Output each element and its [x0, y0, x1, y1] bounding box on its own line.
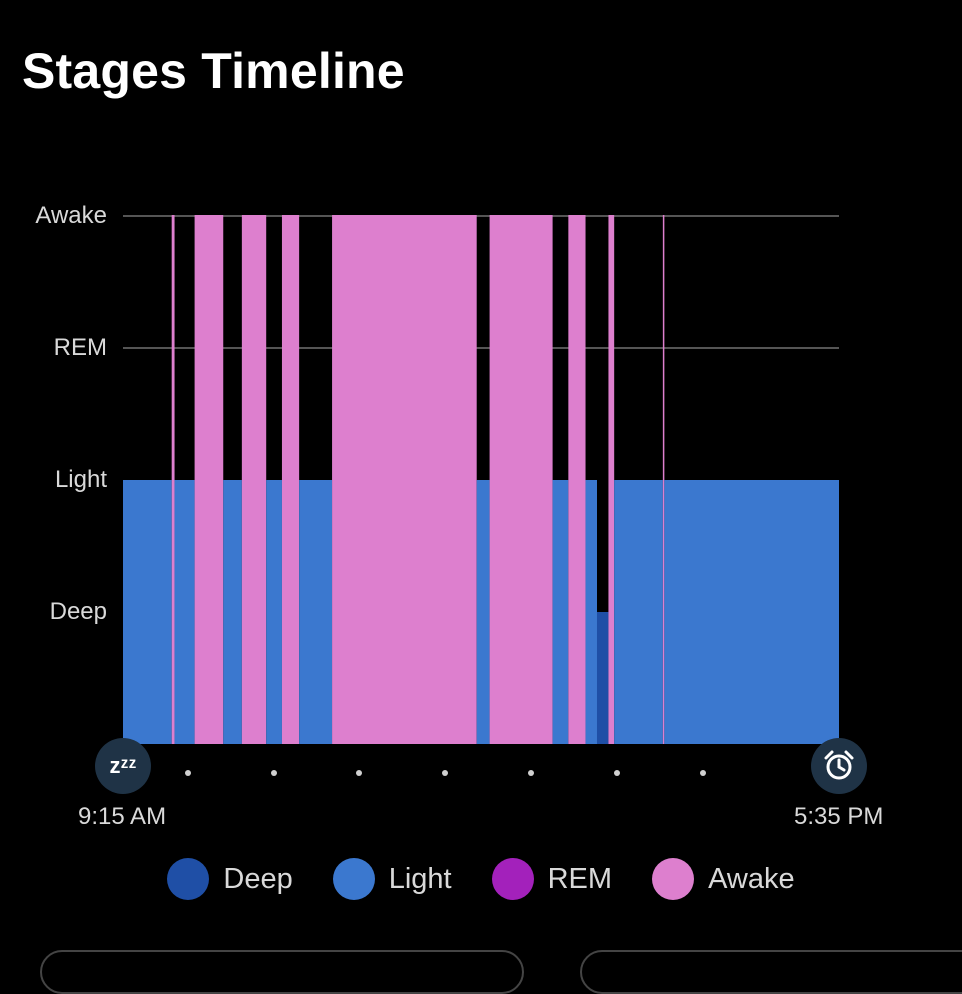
legend-item-awake: Awake [652, 858, 795, 900]
start-time-label: 9:15 AM [78, 803, 167, 830]
stage-segment-awake [662, 215, 665, 744]
time-tick-dot [356, 770, 362, 776]
legend-label-deep: Deep [223, 862, 293, 895]
legend-swatch-awake [652, 858, 695, 900]
stage-segment-light [614, 480, 663, 744]
stage-segment-light [585, 480, 597, 744]
y-label-rem: REM [53, 334, 107, 361]
legend-label-awake: Awake [708, 862, 795, 895]
zzz-icon: zᶻᶻ [109, 753, 137, 778]
time-tick-dot [528, 770, 534, 776]
legend-label-rem: REM [547, 862, 613, 895]
stage-segment-awake [241, 215, 267, 744]
stage-segment-awake [608, 215, 615, 744]
stage-segment-awake [568, 215, 586, 744]
end-time-label: 5:35 PM [794, 803, 884, 830]
stages-chart [123, 215, 839, 744]
summary-card-right[interactable] [580, 950, 962, 994]
stage-segment-light [476, 480, 490, 744]
time-tick-dot [271, 770, 277, 776]
time-tick-dot [614, 770, 620, 776]
legend-item-rem: REM [491, 858, 613, 900]
stage-segment-awake [281, 215, 300, 744]
sleep-start-icon: zᶻᶻ [95, 738, 151, 794]
alarm-clock-icon [824, 750, 854, 780]
stage-segment-light [223, 480, 242, 744]
legend-swatch-rem [491, 858, 534, 900]
stage-segment-light [664, 480, 839, 744]
legend-label-light: Light [388, 862, 452, 895]
stage-segment-awake [489, 215, 553, 744]
time-tick-dot [185, 770, 191, 776]
stage-segment-light [266, 480, 282, 744]
stage-segment-awake [332, 215, 477, 744]
chart-legend: Deep Light REM Awake [0, 858, 962, 900]
stage-segment-light [174, 480, 195, 744]
y-label-light: Light [54, 466, 107, 493]
page-title: Stages Timeline [22, 43, 405, 99]
stage-segment-light [299, 480, 333, 744]
legend-item-deep: Deep [167, 858, 293, 900]
stage-segment-awake [194, 215, 224, 744]
stage-segment-awake [171, 215, 175, 744]
y-label-awake: Awake [35, 202, 107, 229]
gridline-awake [123, 215, 839, 217]
legend-item-light: Light [332, 858, 452, 900]
stage-segment-deep [596, 612, 609, 744]
wake-end-icon [811, 738, 867, 794]
stage-segment-light [123, 480, 172, 744]
legend-swatch-light [332, 858, 375, 900]
legend-swatch-deep [167, 858, 210, 900]
time-tick-dot [442, 770, 448, 776]
gridline-rem [123, 347, 839, 349]
stage-segment-light [552, 480, 569, 744]
summary-card-left[interactable] [40, 950, 524, 994]
time-tick-dot [700, 770, 706, 776]
y-label-deep: Deep [49, 598, 107, 625]
